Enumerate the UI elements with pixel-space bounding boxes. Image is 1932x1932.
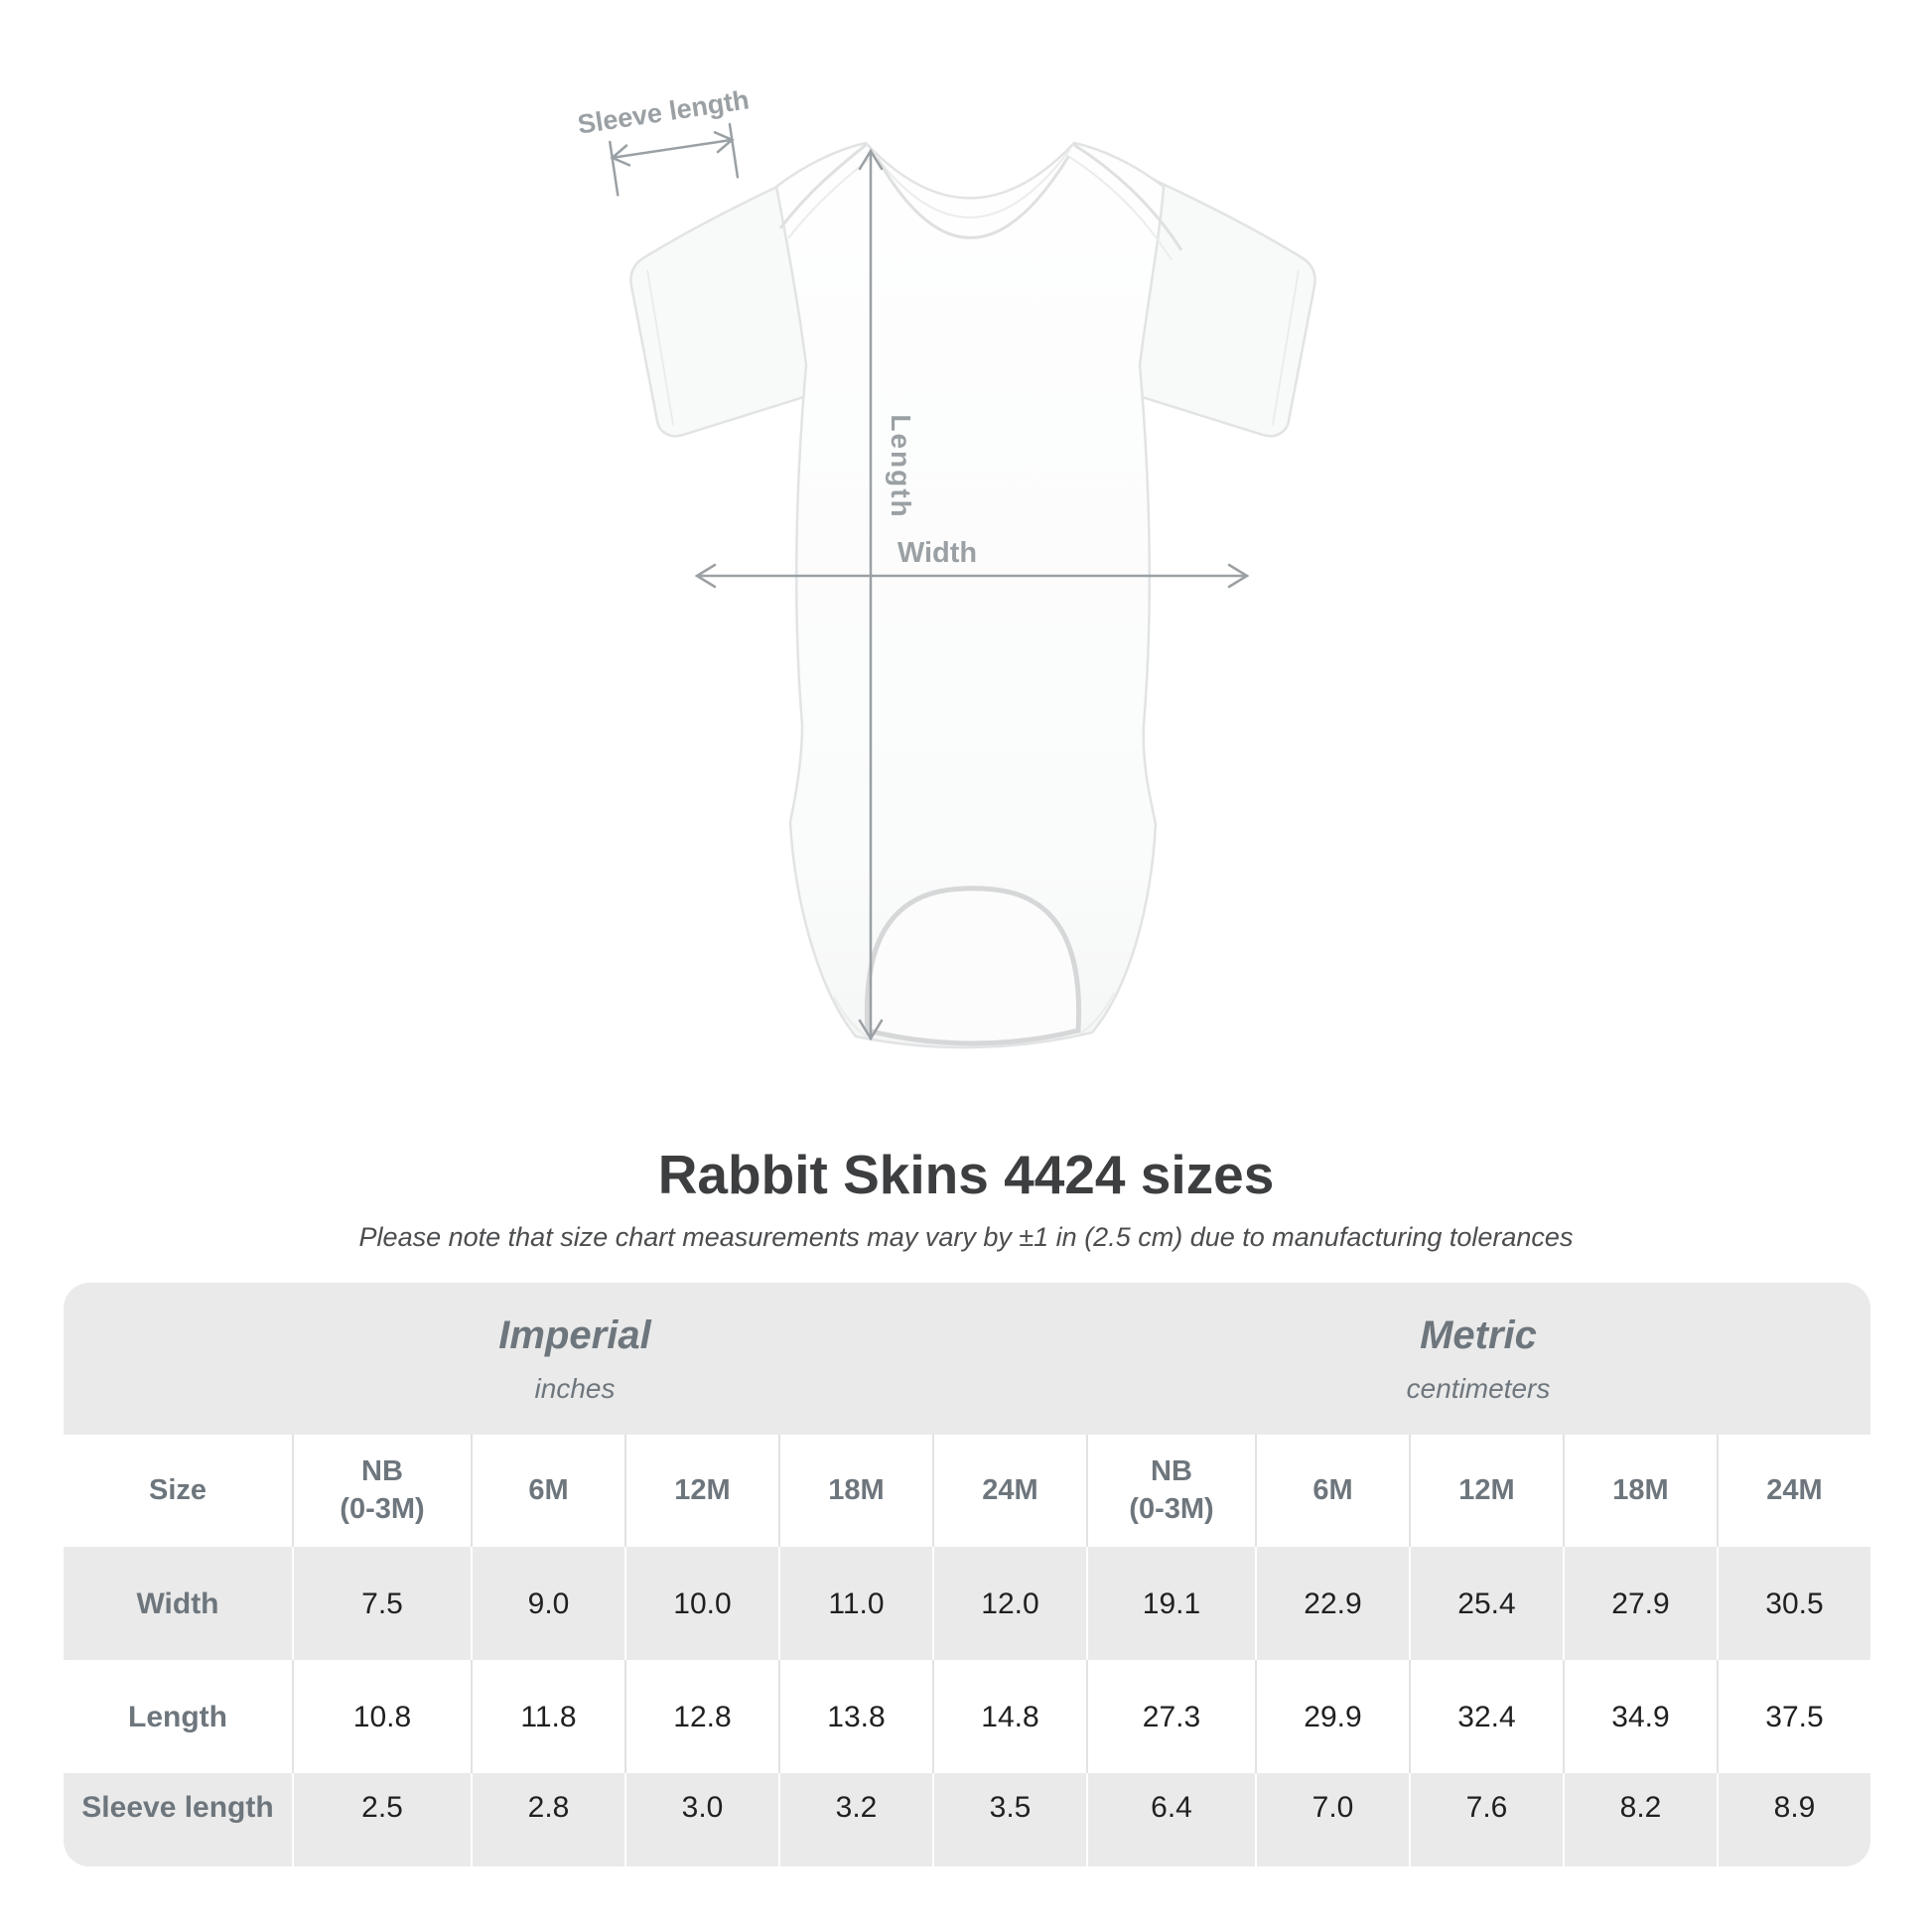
col-header: 24M <box>1717 1435 1870 1547</box>
value-cell: 22.9 <box>1255 1547 1409 1660</box>
col-header: 6M <box>471 1435 624 1547</box>
bodysuit-torso <box>774 141 1166 1049</box>
row-label-cell: Sleeve length <box>81 1790 274 1824</box>
metric-group-header: Metric centimeters <box>1086 1313 1870 1405</box>
page-title: Rabbit Skins 4424 sizes <box>657 1144 1275 1205</box>
size-header-row: Size NB (0-3M) 6M 12M 18M 24M NB (0-3M) 6M… <box>64 1435 1870 1547</box>
value-cell: 34.9 <box>1563 1660 1717 1773</box>
value-cell: 29.9 <box>1255 1660 1409 1773</box>
value-cell: 9.0 <box>471 1547 624 1660</box>
unit-header-band: Imperial inches Metric centimeters <box>64 1283 1870 1435</box>
value-cell: 3.0 <box>624 1773 778 1866</box>
crotch-snap-flap <box>864 886 1082 1046</box>
value-cell: 3.2 <box>778 1773 932 1866</box>
table-row-sleeve-length: Sleeve length 2.5 2.8 3.0 3.2 3.5 6.4 7.… <box>64 1773 1870 1866</box>
bodysuit-measurement-diagram: Sleeve length Length Width <box>576 84 1316 1049</box>
left-shoulder-flap-seam <box>778 143 867 229</box>
imperial-unit: inches <box>534 1372 616 1404</box>
right-leg-binding <box>1077 992 1115 1035</box>
col-header: NB (0-3M) <box>292 1435 471 1547</box>
imperial-group-header: Imperial inches <box>64 1313 1086 1405</box>
size-header-cell: Size <box>148 1473 207 1506</box>
length-arrow <box>858 148 884 1041</box>
imperial-label: Imperial <box>498 1312 651 1357</box>
table-row-width: Width 7.5 9.0 10.0 11.0 12.0 19.1 22.9 2… <box>64 1547 1870 1660</box>
width-label: Width <box>897 537 977 569</box>
value-cell: 12.8 <box>624 1660 778 1773</box>
value-cell: 32.4 <box>1409 1660 1563 1773</box>
value-cell: 12.0 <box>932 1547 1086 1660</box>
size-table: Imperial inches Metric centimeters Size … <box>64 1283 1870 1866</box>
right-shoulder-flap-seam <box>1073 143 1183 251</box>
value-cell: 14.8 <box>932 1660 1086 1773</box>
value-cell: 13.8 <box>778 1660 932 1773</box>
value-cell: 37.5 <box>1717 1660 1870 1773</box>
row-label-cell: Width <box>136 1587 219 1620</box>
value-cell: 27.3 <box>1086 1660 1255 1773</box>
width-arrow <box>694 563 1250 589</box>
value-cell: 3.5 <box>932 1773 1086 1866</box>
table-row-length: Length 10.8 11.8 12.8 13.8 14.8 27.3 29.… <box>64 1660 1870 1773</box>
value-cell: 10.0 <box>624 1547 778 1660</box>
right-shoulder-flap-seam-2 <box>1065 154 1173 261</box>
left-cuff-seam <box>646 269 674 426</box>
value-cell: 11.8 <box>471 1660 624 1773</box>
size-disclaimer: Please note that size chart measurements… <box>358 1222 1574 1253</box>
col-header: NB (0-3M) <box>1086 1435 1255 1547</box>
value-cell: 7.0 <box>1255 1773 1409 1866</box>
right-cuff-seam <box>1272 269 1300 426</box>
row-label-cell: Length <box>128 1700 227 1733</box>
heading-block: Rabbit Skins 4424 sizes Please note that… <box>0 1144 1932 1253</box>
value-cell: 7.6 <box>1409 1773 1563 1866</box>
right-sleeve <box>1134 177 1316 438</box>
col-header: 24M <box>932 1435 1086 1547</box>
sleeve-length-arrow <box>609 122 740 197</box>
col-header: 18M <box>1563 1435 1717 1547</box>
value-cell: 6.4 <box>1086 1773 1255 1866</box>
col-header: 18M <box>778 1435 932 1547</box>
value-cell: 25.4 <box>1409 1547 1563 1660</box>
value-cell: 10.8 <box>292 1660 471 1773</box>
value-cell: 30.5 <box>1717 1547 1870 1660</box>
sleeve-length-label: Sleeve length <box>576 84 752 139</box>
value-cell: 7.5 <box>292 1547 471 1660</box>
bodysuit-diagram-svg: Sleeve length Length Width <box>576 84 1316 1049</box>
left-sleeve <box>629 177 812 438</box>
left-leg-binding <box>833 996 869 1037</box>
collar-inner-seam <box>876 156 1070 239</box>
metric-label: Metric <box>1420 1312 1537 1357</box>
value-cell: 8.9 <box>1717 1773 1870 1866</box>
value-cell: 8.2 <box>1563 1773 1717 1866</box>
value-cell: 11.0 <box>778 1547 932 1660</box>
col-header: 12M <box>624 1435 778 1547</box>
value-cell: 19.1 <box>1086 1547 1255 1660</box>
value-cell: 27.9 <box>1563 1547 1717 1660</box>
col-header: 12M <box>1409 1435 1563 1547</box>
collar-mid-seam <box>871 148 1071 218</box>
value-cell: 2.8 <box>471 1773 624 1866</box>
col-header: 6M <box>1255 1435 1409 1547</box>
length-label: Length <box>886 414 916 518</box>
value-cell: 2.5 <box>292 1773 471 1866</box>
metric-unit: centimeters <box>1406 1372 1551 1404</box>
